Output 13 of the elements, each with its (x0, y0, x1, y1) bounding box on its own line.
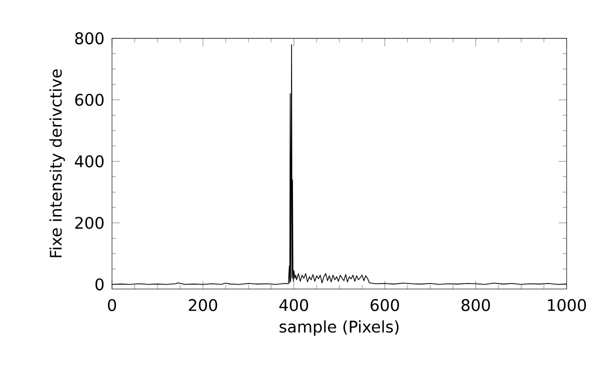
y-tick-label: 600 (75, 94, 104, 106)
y-axis-title: Fixe intensity derivctive (49, 69, 65, 258)
x-tick-label: 800 (462, 299, 490, 312)
x-tick-label: 600 (370, 299, 399, 312)
y-tick-label: 400 (74, 155, 104, 168)
y-tick-label: 800 (75, 32, 104, 44)
x-tick-label: 1000 (548, 299, 586, 312)
x-tick-label: 0 (108, 299, 116, 312)
x-tick-label: 200 (188, 299, 218, 312)
x-axis-title: sample (Pixels) (280, 320, 399, 336)
y-tick-label: 200 (75, 216, 104, 229)
y-tick-label: 0 (95, 278, 104, 290)
x-tick-label: 400 (279, 299, 308, 312)
